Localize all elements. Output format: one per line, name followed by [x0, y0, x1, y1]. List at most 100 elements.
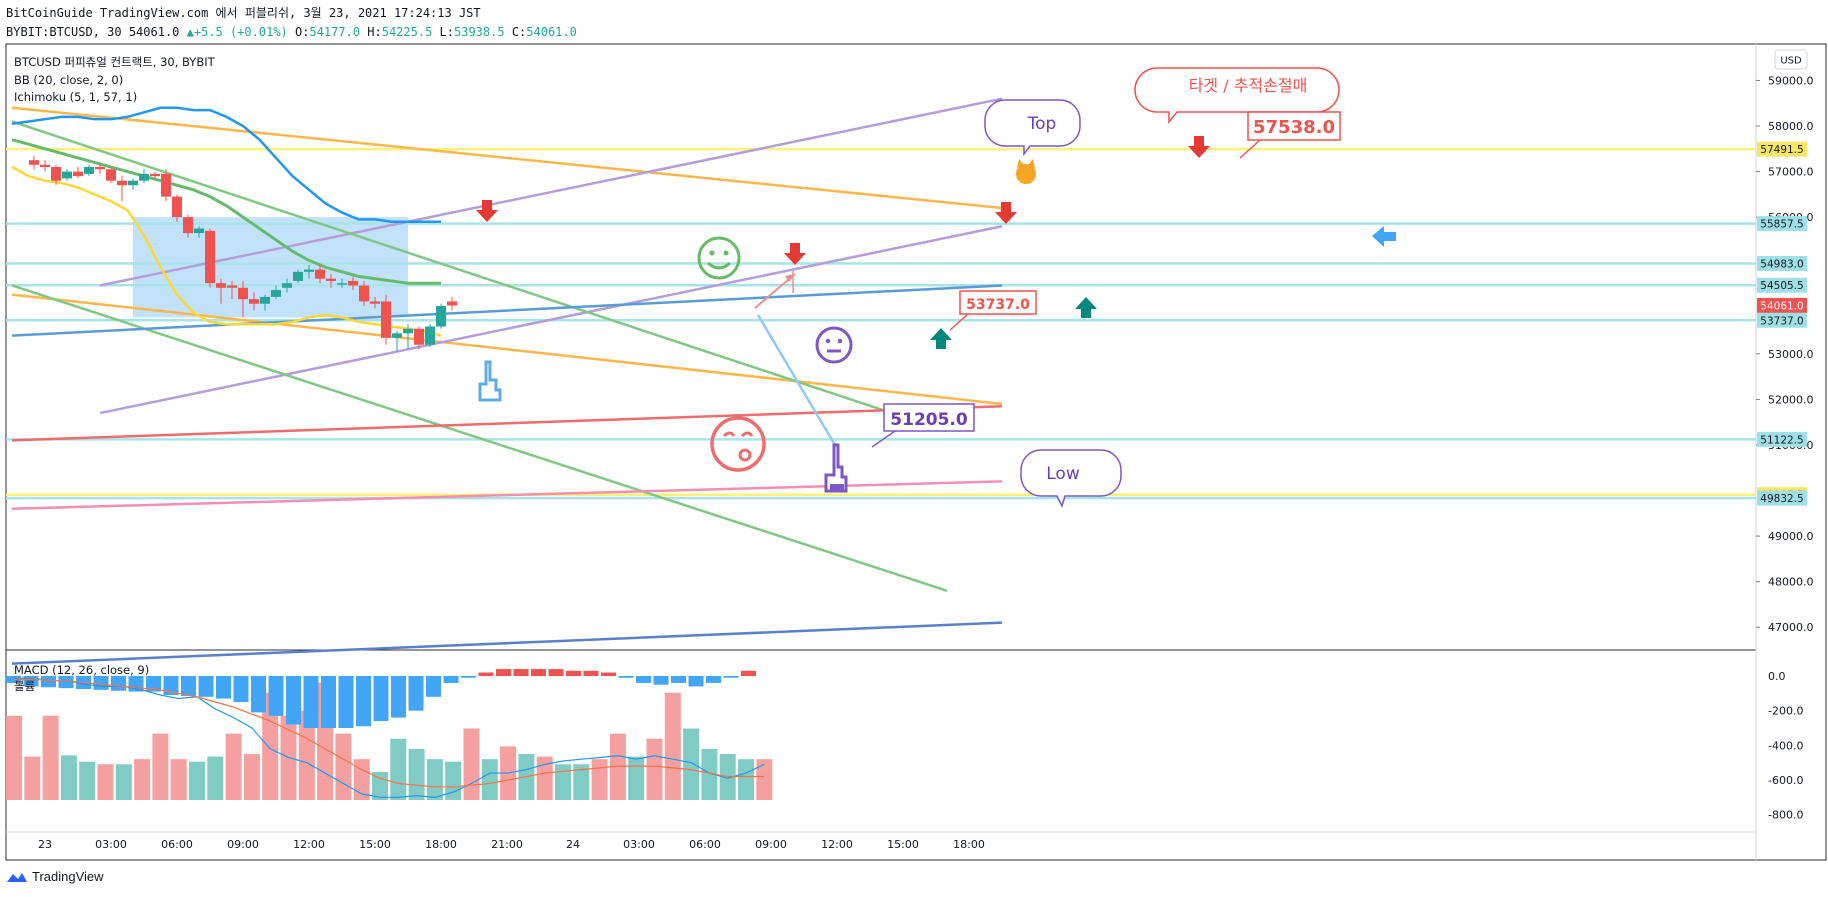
macd-histogram-bar: [23, 676, 39, 687]
legend-main[interactable]: BTCUSD 퍼피츄얼 컨트랙트, 30, BYBIT: [14, 55, 216, 69]
time-axis[interactable]: 23 03:00 06:00 09:00 12:00 15:00 18:00 21:00 24 0…: [38, 838, 985, 851]
candle-body[interactable]: [425, 326, 435, 345]
time-tick-label: 23: [38, 838, 52, 851]
trendline[interactable]: [11, 106, 1003, 210]
macd-histogram-bar: [513, 669, 529, 676]
candle-body[interactable]: [315, 269, 325, 279]
currency-button[interactable]: [1774, 49, 1808, 70]
candle-body[interactable]: [150, 173, 160, 177]
candle-body[interactable]: [447, 301, 457, 306]
candle-body[interactable]: [348, 280, 358, 286]
candle-body[interactable]: [370, 301, 380, 304]
macd-histogram-bar: [566, 670, 581, 676]
down-arrow-icon[interactable]: [1188, 136, 1210, 158]
trendline[interactable]: [99, 97, 1003, 287]
candle-body[interactable]: [73, 171, 83, 177]
candle-body[interactable]: [95, 167, 105, 170]
trendline[interactable]: [99, 225, 1003, 415]
candle-body[interactable]: [106, 169, 116, 181]
up-arrow-icon[interactable]: [1075, 297, 1097, 318]
candle-body[interactable]: [359, 285, 369, 302]
horizontal-levels[interactable]: [6, 147, 1756, 500]
candle-body[interactable]: [414, 328, 424, 345]
candle-body[interactable]: [326, 278, 336, 281]
pointing-hand-icon[interactable]: [478, 360, 502, 402]
volume-bar: [573, 764, 590, 800]
trendline[interactable]: [11, 120, 948, 433]
macd-histogram-bar: [583, 670, 599, 676]
candle-body[interactable]: [40, 164, 50, 168]
trendlines[interactable]: [11, 97, 1003, 665]
candle-body[interactable]: [29, 160, 39, 165]
label-57538[interactable]: 57538.0: [1239, 111, 1341, 159]
close-value: 54061.0: [526, 25, 577, 39]
candle-body[interactable]: [238, 287, 248, 300]
candle-body[interactable]: [62, 171, 72, 179]
macd-histogram-bar: [373, 676, 389, 722]
candle-body[interactable]: [392, 333, 402, 338]
candle-body[interactable]: [172, 196, 182, 218]
price-axis[interactable]: 59000.058000.057000.056000.053000.052000…: [1756, 74, 1814, 634]
trendline[interactable]: [11, 284, 1003, 337]
candle-body[interactable]: [271, 290, 281, 297]
pointing-down-hand-icon[interactable]: [824, 443, 848, 493]
down-arrow-icon[interactable]: [784, 243, 806, 265]
left-arrow-icon[interactable]: [1372, 226, 1396, 247]
candle-body[interactable]: [293, 271, 303, 281]
candle-body[interactable]: [205, 230, 215, 284]
candle-body[interactable]: [403, 328, 413, 334]
smile-face-icon[interactable]: [697, 236, 741, 280]
down-arrow-icon[interactable]: [995, 202, 1017, 224]
candle-body[interactable]: [128, 180, 138, 186]
legend-ichimoku[interactable]: Ichimoku (5, 1, 57, 1): [14, 90, 137, 104]
candle-body[interactable]: [337, 283, 347, 285]
legend-bb[interactable]: BB (20, close, 2, 0): [14, 73, 123, 87]
top-callout[interactable]: Top: [984, 99, 1081, 157]
dizzy-face-icon[interactable]: [710, 416, 766, 472]
candle-body[interactable]: [436, 305, 446, 327]
candle-body[interactable]: [161, 173, 171, 197]
trendline[interactable]: [11, 284, 948, 592]
volume-bar: [390, 738, 407, 800]
candles[interactable]: [29, 155, 457, 352]
candle-body[interactable]: [183, 217, 193, 234]
price-badge: [1757, 490, 1807, 506]
target-callout[interactable]: 타겟 / 추적손절매: [1134, 67, 1340, 125]
legend-macd[interactable]: MACD (12, 26, close, 9): [14, 663, 149, 677]
macd-histogram-bar: [706, 676, 721, 683]
macd-axis[interactable]: 0.0 -200.0 -400.0 -600.0 -800.0: [1768, 670, 1803, 822]
down-arrow-icon[interactable]: [476, 200, 498, 222]
trendline[interactable]: [11, 621, 1003, 665]
candle-body[interactable]: [260, 296, 270, 304]
label-51205[interactable]: 51205.0: [871, 403, 975, 448]
candle-body[interactable]: [304, 269, 314, 272]
trendline[interactable]: [11, 293, 1003, 406]
candle-body[interactable]: [194, 228, 204, 234]
projection-down-line[interactable]: [756, 314, 837, 446]
candle-body[interactable]: [216, 283, 226, 288]
low-callout[interactable]: Low: [1020, 449, 1122, 509]
price-badge-text: 57491.5: [1760, 144, 1803, 156]
candle-body[interactable]: [249, 299, 259, 304]
label-53737[interactable]: 53737.0: [949, 290, 1037, 331]
volume-bar: [207, 756, 224, 800]
candle-body[interactable]: [51, 167, 61, 181]
candle-body[interactable]: [117, 180, 127, 186]
up-arrow-icon[interactable]: [930, 328, 952, 349]
macd-histogram-bar: [41, 676, 56, 688]
footer[interactable]: TradingView: [6, 869, 104, 884]
volume-bar: [536, 756, 553, 800]
candle-body[interactable]: [139, 173, 149, 181]
candle-body[interactable]: [282, 283, 292, 288]
price-badge-text: 54505.5: [1760, 280, 1803, 292]
legend-volume[interactable]: 볼륨: [14, 679, 35, 693]
neutral-face-icon[interactable]: [815, 326, 853, 364]
macd-tick-label: -800.0: [1768, 809, 1803, 822]
candle-body[interactable]: [227, 285, 237, 288]
cat-face-icon[interactable]: [1016, 159, 1036, 184]
candle-body[interactable]: [381, 301, 391, 338]
candle-body[interactable]: [84, 167, 94, 174]
trendline[interactable]: [11, 404, 1003, 442]
volume-bar: [115, 764, 132, 800]
